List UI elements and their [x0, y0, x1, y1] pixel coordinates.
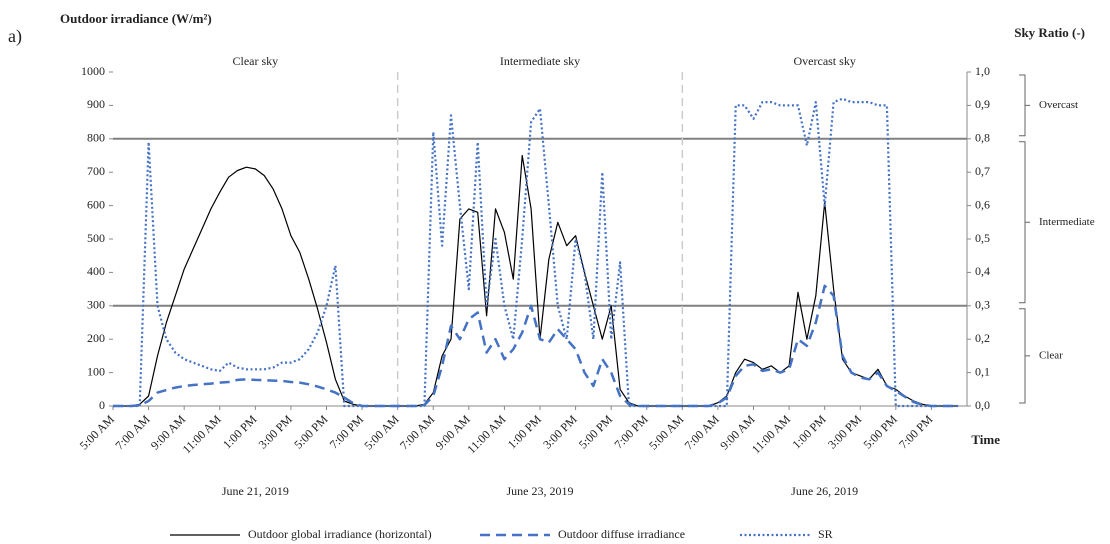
- x-tick-label: 3:00 PM: [540, 412, 580, 452]
- x-tick-label: 5:00 AM: [361, 412, 402, 453]
- band-bracket: [1019, 308, 1030, 404]
- y2-tick-label: 0,6: [975, 197, 990, 211]
- x-tick-label: 5:00 PM: [291, 412, 331, 452]
- y2-tick-label: 0,9: [975, 97, 990, 111]
- series-line: [113, 284, 959, 408]
- x-tick-label: 7:00 AM: [112, 412, 153, 453]
- x-tick-label: 7:00 PM: [896, 412, 936, 452]
- x-tick-label: 1:00 PM: [220, 412, 260, 452]
- y-tick-label: 800: [87, 131, 105, 145]
- x-tick-label: 11:00 AM: [749, 412, 793, 456]
- x-tick-label: 5:00 AM: [646, 412, 687, 453]
- band-label: Intermediate: [1039, 216, 1095, 228]
- y-tick-label: 200: [87, 331, 105, 345]
- y2-tick-label: 0,7: [975, 164, 990, 178]
- x-tick-label: 7:00 PM: [611, 412, 651, 452]
- panel-date: June 23, 2019: [507, 484, 574, 498]
- y-tick-label: 100: [87, 364, 105, 378]
- x-tick-label: 7:00 AM: [682, 412, 723, 453]
- panel-date: June 26, 2019: [791, 484, 858, 498]
- x-tick-label: 5:00 PM: [861, 412, 901, 452]
- y-axis-title: Outdoor irradiance (W/m²): [60, 11, 212, 26]
- series-line: [113, 97, 959, 408]
- y2-tick-label: 0,8: [975, 131, 990, 145]
- band-label: Clear: [1039, 349, 1063, 361]
- y-tick-label: 300: [87, 298, 105, 312]
- y2-tick-label: 0,4: [975, 264, 990, 278]
- series-line: [113, 154, 959, 407]
- panel-title: Overcast sky: [794, 54, 856, 68]
- y2-axis-title: Sky Ratio (-): [1014, 25, 1085, 40]
- y-tick-label: 900: [87, 97, 105, 111]
- y2-tick-label: 0,2: [975, 331, 990, 345]
- y-tick-label: 600: [87, 197, 105, 211]
- panel-date: June 21, 2019: [222, 484, 289, 498]
- legend-label: Outdoor global irradiance (horizontal): [248, 527, 432, 541]
- y-tick-label: 0: [99, 398, 105, 412]
- x-tick-label: 5:00 PM: [576, 412, 616, 452]
- x-tick-label: 11:00 AM: [464, 412, 508, 456]
- x-tick-label: 5:00 AM: [77, 412, 118, 453]
- legend-label: SR: [818, 527, 833, 541]
- x-tick-label: 7:00 AM: [397, 412, 438, 453]
- y2-tick-label: 0,1: [975, 364, 990, 378]
- band-bracket: [1019, 74, 1030, 137]
- y-tick-label: 700: [87, 164, 105, 178]
- y2-tick-label: 1,0: [975, 64, 990, 78]
- x-tick-label: 3:00 PM: [825, 412, 865, 452]
- y-tick-label: 500: [87, 231, 105, 245]
- panel-title: Intermediate sky: [500, 54, 580, 68]
- x-tick-label: 7:00 PM: [327, 412, 367, 452]
- panel-label: a): [8, 26, 22, 47]
- y2-tick-label: 0,3: [975, 298, 990, 312]
- band-label: Overcast: [1039, 99, 1078, 111]
- band-bracket: [1019, 141, 1030, 304]
- y2-tick-label: 0,0: [975, 398, 990, 412]
- x-tick-label: 1:00 PM: [789, 412, 829, 452]
- legend-label: Outdoor diffuse irradiance: [558, 527, 685, 541]
- panel-title: Clear sky: [233, 54, 279, 68]
- y-tick-label: 400: [87, 264, 105, 278]
- y-tick-label: 1000: [81, 64, 105, 78]
- x-tick-label: 1:00 PM: [505, 412, 545, 452]
- x-tick-label: 3:00 PM: [256, 412, 296, 452]
- y2-tick-label: 0,5: [975, 231, 990, 245]
- x-tick-label: 11:00 AM: [180, 412, 224, 456]
- x-axis-title: Time: [971, 432, 1000, 447]
